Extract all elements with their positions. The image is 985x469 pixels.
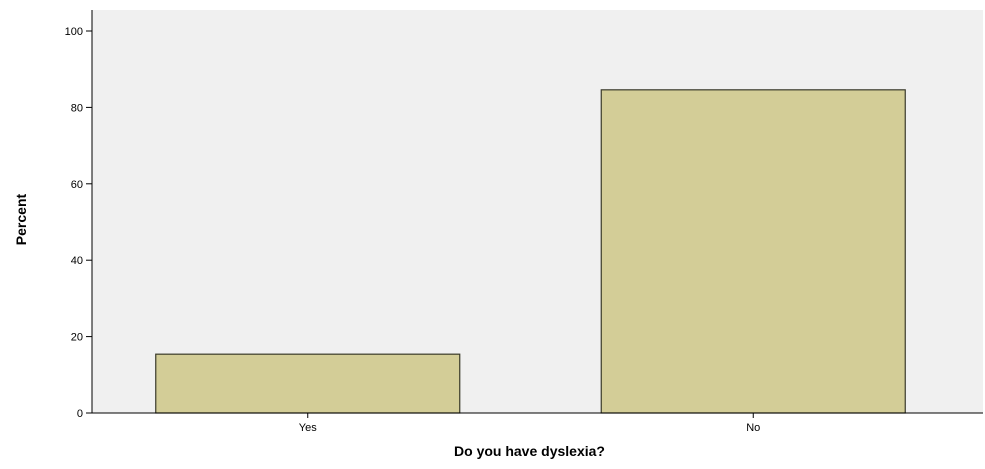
y-tick-label: 40 bbox=[71, 255, 83, 267]
x-ticks-layer: Yes No bbox=[299, 413, 760, 434]
y-tick-label: 0 bbox=[77, 408, 83, 420]
bars-layer bbox=[155, 89, 906, 414]
y-tick-label: 20 bbox=[71, 332, 83, 344]
x-tick-label: Yes bbox=[299, 422, 317, 434]
bar-yes bbox=[155, 353, 461, 414]
y-axis-title: Percent bbox=[13, 193, 29, 245]
x-axis-title: Do you have dyslexia? bbox=[454, 443, 605, 459]
bar-no bbox=[600, 89, 906, 414]
y-ticks-layer: 0 20 40 60 80 100 bbox=[65, 26, 92, 420]
y-tick-label: 80 bbox=[71, 102, 83, 114]
y-tick-label: 60 bbox=[71, 179, 83, 191]
y-tick-label: 100 bbox=[65, 26, 83, 38]
x-tick-label: No bbox=[746, 422, 760, 434]
